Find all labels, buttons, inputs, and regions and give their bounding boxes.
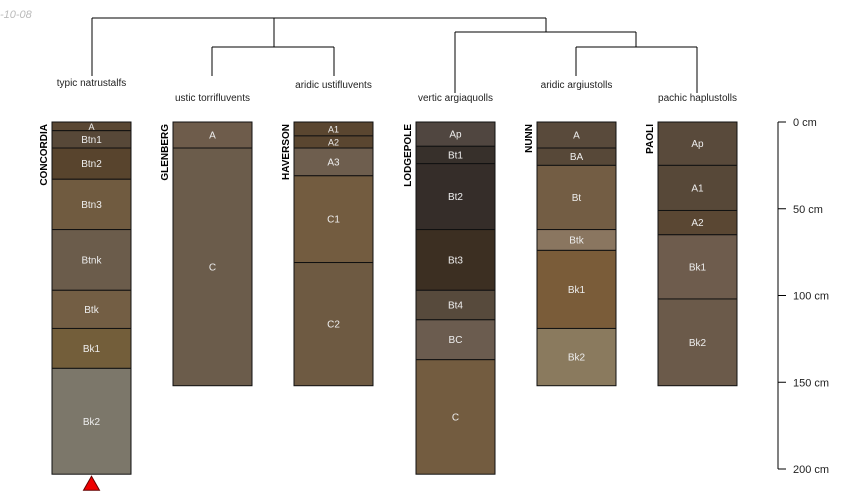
taxon-label: pachic haplustolls — [658, 93, 737, 104]
horizon — [657, 121, 738, 166]
horizon-label: Bk2 — [83, 417, 101, 428]
horizon — [51, 229, 132, 291]
horizon — [51, 327, 132, 369]
horizon-label: Bk2 — [689, 338, 707, 349]
horizon-label: Ap — [691, 139, 704, 150]
taxon-label: ustic torrifluvents — [175, 93, 250, 104]
marker-triangle-icon — [82, 475, 101, 491]
horizon — [657, 209, 738, 236]
horizon-label: Ap — [449, 130, 462, 141]
horizon-label: Bt3 — [448, 255, 463, 266]
horizon-label: Btk — [569, 235, 584, 246]
horizon — [657, 234, 738, 300]
horizon — [293, 262, 374, 387]
horizon — [172, 121, 253, 149]
horizon — [51, 147, 132, 180]
horizon-label: Bt1 — [448, 150, 463, 161]
profile-name: GLENBERG — [160, 124, 171, 181]
horizon — [536, 327, 617, 387]
horizon — [657, 298, 738, 387]
horizon — [172, 147, 253, 387]
horizon-label: A — [573, 131, 580, 142]
horizon-label: Btk — [84, 305, 99, 316]
horizon — [536, 121, 617, 149]
horizon-label: Bk1 — [689, 262, 707, 273]
horizon-label: A — [209, 131, 216, 142]
date-label: -10-08 — [0, 9, 33, 21]
horizon — [415, 163, 496, 231]
horizon-label: Bk2 — [568, 353, 586, 364]
horizon-label: Btn1 — [81, 135, 102, 146]
horizon-label: C — [452, 412, 459, 423]
depth-axis-label: 150 cm — [793, 377, 829, 389]
profile-name: PAOLI — [645, 124, 656, 154]
horizon — [51, 178, 132, 231]
depth-axis-label: 0 cm — [793, 117, 817, 129]
horizon-label: Btn2 — [81, 159, 102, 170]
horizon-label: Bt4 — [448, 301, 463, 312]
depth-axis-label: 50 cm — [793, 204, 823, 216]
horizon — [415, 359, 496, 475]
horizon-label: C2 — [327, 320, 340, 331]
horizon-label: A1 — [328, 124, 339, 134]
horizon — [415, 121, 496, 147]
horizon-label: Btn3 — [81, 200, 102, 211]
horizon-label: C — [209, 262, 216, 273]
horizon — [293, 175, 374, 264]
horizon-label: Bt — [572, 193, 582, 204]
horizon-label: A — [88, 122, 94, 132]
horizon-label: Bk1 — [83, 344, 101, 355]
horizon — [536, 164, 617, 231]
taxon-label: aridic argiustolls — [541, 80, 613, 91]
horizon — [51, 367, 132, 475]
horizon-label: A3 — [327, 157, 340, 168]
taxon-label: vertic argiaquolls — [418, 93, 493, 104]
depth-axis-label: 200 cm — [793, 464, 829, 476]
horizon-label: BA — [570, 152, 584, 163]
profile-name: HAVERSON — [281, 124, 292, 180]
profile-name: NUNN — [524, 124, 535, 153]
horizon-label: A2 — [328, 137, 339, 147]
horizon-label: Bk1 — [568, 285, 586, 296]
depth-axis-label: 100 cm — [793, 291, 829, 303]
horizon — [51, 289, 132, 329]
horizon-label: Btnk — [81, 255, 102, 266]
horizon-label: Bt2 — [448, 192, 463, 203]
horizon-label: C1 — [327, 215, 340, 226]
profile-name: LODGEPOLE — [403, 124, 414, 187]
horizon — [293, 147, 374, 177]
horizon-label: A1 — [691, 183, 704, 194]
horizon — [415, 319, 496, 361]
taxon-label: typic natrustalfs — [57, 78, 126, 89]
horizon-label: BC — [449, 335, 463, 346]
profile-name: CONCORDIA — [39, 124, 50, 186]
taxon-label: aridic ustifluvents — [295, 80, 372, 91]
horizon-label: A2 — [691, 218, 704, 229]
